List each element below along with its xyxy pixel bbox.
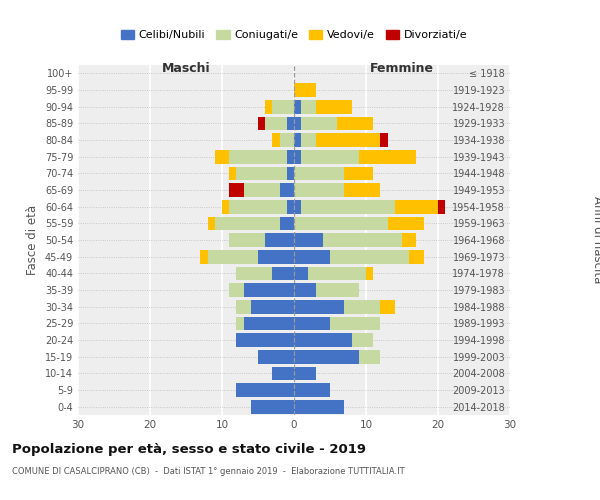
Bar	[280, 133, 294, 147]
Bar	[344, 166, 373, 180]
Bar	[287, 200, 294, 213]
Bar	[316, 133, 380, 147]
Bar	[294, 266, 308, 280]
Bar	[294, 316, 330, 330]
Bar	[265, 116, 287, 130]
Bar	[294, 366, 316, 380]
Bar	[337, 116, 373, 130]
Bar	[236, 300, 251, 314]
Bar	[294, 350, 359, 364]
Bar	[294, 83, 316, 97]
Bar	[308, 266, 366, 280]
Bar	[229, 283, 244, 297]
Bar	[294, 133, 301, 147]
Bar	[280, 216, 294, 230]
Bar	[236, 166, 287, 180]
Bar	[294, 283, 316, 297]
Bar	[294, 400, 344, 413]
Bar	[301, 133, 316, 147]
Bar	[402, 233, 416, 247]
Bar	[388, 216, 424, 230]
Text: Anni di nascita: Anni di nascita	[590, 196, 600, 284]
Text: Femmine: Femmine	[370, 62, 434, 74]
Text: Maschi: Maschi	[161, 62, 211, 74]
Bar	[265, 233, 294, 247]
Bar	[294, 333, 352, 347]
Bar	[301, 116, 337, 130]
Bar	[236, 333, 294, 347]
Bar	[258, 250, 294, 264]
Bar	[294, 216, 388, 230]
Bar	[294, 116, 301, 130]
Bar	[229, 200, 287, 213]
Bar	[229, 233, 265, 247]
Bar	[301, 200, 395, 213]
Bar	[287, 166, 294, 180]
Bar	[344, 300, 380, 314]
Bar	[294, 166, 344, 180]
Bar	[359, 150, 416, 164]
Bar	[409, 250, 424, 264]
Bar	[272, 100, 294, 114]
Bar	[287, 150, 294, 164]
Bar	[208, 250, 258, 264]
Bar	[316, 100, 352, 114]
Bar	[294, 100, 301, 114]
Bar	[215, 216, 280, 230]
Bar	[229, 183, 244, 197]
Bar	[294, 250, 330, 264]
Bar	[287, 116, 294, 130]
Bar	[294, 233, 323, 247]
Bar	[272, 133, 280, 147]
Bar	[294, 300, 344, 314]
Bar	[222, 200, 229, 213]
Bar	[294, 383, 330, 397]
Bar	[208, 216, 215, 230]
Bar	[244, 283, 294, 297]
Bar	[301, 150, 359, 164]
Bar	[258, 350, 294, 364]
Bar	[236, 383, 294, 397]
Bar	[395, 200, 438, 213]
Bar	[352, 333, 373, 347]
Text: COMUNE DI CASALCIPRANO (CB)  -  Dati ISTAT 1° gennaio 2019  -  Elaborazione TUTT: COMUNE DI CASALCIPRANO (CB) - Dati ISTAT…	[12, 468, 404, 476]
Bar	[265, 100, 272, 114]
Y-axis label: Fasce di età: Fasce di età	[26, 205, 39, 275]
Bar	[272, 366, 294, 380]
Bar	[301, 100, 316, 114]
Bar	[215, 150, 229, 164]
Text: Popolazione per età, sesso e stato civile - 2019: Popolazione per età, sesso e stato civil…	[12, 442, 366, 456]
Bar	[244, 316, 294, 330]
Bar	[236, 316, 244, 330]
Bar	[323, 233, 402, 247]
Bar	[294, 150, 301, 164]
Bar	[380, 300, 395, 314]
Bar	[229, 150, 287, 164]
Bar	[366, 266, 373, 280]
Bar	[272, 266, 294, 280]
Bar	[344, 183, 380, 197]
Bar	[330, 250, 409, 264]
Bar	[229, 166, 236, 180]
Legend: Celibi/Nubili, Coniugati/e, Vedovi/e, Divorziati/e: Celibi/Nubili, Coniugati/e, Vedovi/e, Di…	[116, 25, 472, 44]
Bar	[380, 133, 388, 147]
Bar	[359, 350, 380, 364]
Bar	[294, 200, 301, 213]
Bar	[280, 183, 294, 197]
Bar	[438, 200, 445, 213]
Bar	[258, 116, 265, 130]
Bar	[236, 266, 272, 280]
Bar	[200, 250, 208, 264]
Bar	[251, 300, 294, 314]
Bar	[244, 183, 280, 197]
Bar	[251, 400, 294, 413]
Bar	[294, 183, 344, 197]
Bar	[330, 316, 380, 330]
Bar	[316, 283, 359, 297]
